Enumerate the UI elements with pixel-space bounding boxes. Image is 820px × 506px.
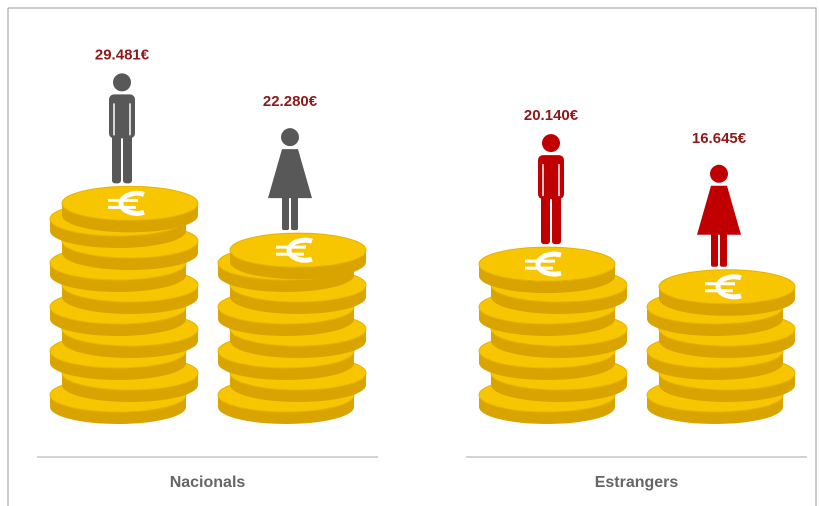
leg bbox=[291, 196, 298, 230]
leg bbox=[720, 233, 727, 267]
head bbox=[710, 165, 728, 183]
leg bbox=[541, 194, 550, 244]
coin-face bbox=[659, 270, 795, 304]
leg bbox=[711, 233, 718, 267]
value-label: 29.481€ bbox=[95, 46, 150, 63]
coin-stack bbox=[218, 128, 366, 424]
group-label: Estrangers bbox=[595, 474, 679, 491]
torso bbox=[109, 94, 135, 138]
coin-face bbox=[62, 186, 198, 220]
value-label: 22.280€ bbox=[263, 93, 318, 110]
dress bbox=[697, 186, 741, 235]
leg bbox=[282, 196, 289, 230]
group-label: Nacionals bbox=[170, 474, 246, 491]
coin-stack bbox=[50, 73, 198, 424]
coin-face bbox=[230, 233, 366, 267]
torso bbox=[538, 155, 564, 199]
coin-stack bbox=[479, 134, 627, 424]
leg bbox=[123, 133, 132, 183]
coin-face bbox=[479, 247, 615, 281]
leg bbox=[552, 194, 561, 244]
value-label: 16.645€ bbox=[692, 130, 747, 147]
value-label: 20.140€ bbox=[524, 107, 579, 124]
head bbox=[281, 128, 299, 146]
infographic: Nacionals 29.481€ 22.280€ Estrangers 20.140€… bbox=[0, 0, 820, 506]
coin-stack bbox=[647, 165, 795, 424]
head bbox=[113, 73, 131, 91]
dress bbox=[268, 149, 312, 198]
leg bbox=[112, 133, 121, 183]
head bbox=[542, 134, 560, 152]
